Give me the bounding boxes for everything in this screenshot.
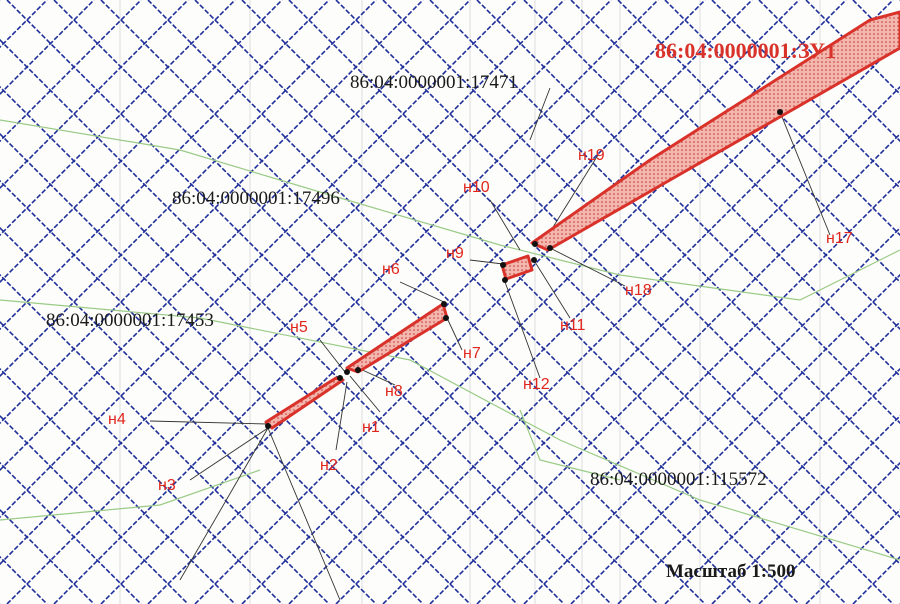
grid-line-descending <box>0 508 95 604</box>
grid-line-ascending <box>0 0 189 190</box>
grid-line-ascending <box>0 0 283 284</box>
grid-line-ascending <box>0 0 95 96</box>
grid-line-descending <box>6 0 612 604</box>
grid-line-ascending <box>476 179 900 604</box>
point-label-n9: н9 <box>446 245 464 262</box>
grid-line-descending <box>0 132 471 604</box>
parcel-label-17471: 86:04:0000001:17471 <box>350 72 518 93</box>
point-label-n11: н11 <box>560 317 586 334</box>
parcel-label-17453: 86:04:0000001:17453 <box>46 310 214 331</box>
grid-line-descending <box>382 0 900 519</box>
grid-line-descending <box>0 367 236 604</box>
point-label-n19: н19 <box>578 147 605 164</box>
vertical-scan-lines <box>119 0 821 604</box>
point-label-n4: н4 <box>108 411 126 428</box>
grid-line-ascending <box>664 367 900 604</box>
point-label-n10: н10 <box>463 179 490 196</box>
grid-line-descending <box>0 226 377 604</box>
grid-line-descending <box>570 0 900 331</box>
point-label-n2: н2 <box>320 457 338 474</box>
grid-line-ascending <box>0 0 142 143</box>
grid-line-descending <box>0 38 565 604</box>
point-label-n6: н6 <box>382 261 400 278</box>
grid-line-ascending <box>0 0 377 378</box>
grid-line-ascending <box>523 226 900 604</box>
grid-line-descending <box>288 0 894 604</box>
grid-line-descending <box>0 461 142 604</box>
grid-line-descending <box>194 0 800 604</box>
point-label-n3: н3 <box>158 477 176 494</box>
green-boundary-lines <box>0 119 900 561</box>
grid-line-descending <box>617 0 900 284</box>
grid-line-descending <box>758 0 900 143</box>
grid-line-descending <box>711 0 900 190</box>
point-label-n17: н17 <box>826 230 853 247</box>
point-label-n7: н7 <box>463 345 481 362</box>
parcel-label-115572: 86:04:0000001:115572 <box>590 469 767 490</box>
grid-line-descending <box>0 320 283 604</box>
grid-line-descending <box>429 0 900 472</box>
grid-line-ascending <box>0 0 236 237</box>
grid-line-descending <box>241 0 847 604</box>
point-label-n1: н1 <box>362 419 380 436</box>
boundary-point-markers <box>265 109 783 429</box>
point-label-n18: н18 <box>625 282 652 299</box>
grid-line-descending <box>335 0 900 566</box>
grid-line-ascending <box>711 414 900 604</box>
grid-line-descending <box>0 179 424 604</box>
grid-line-ascending <box>617 320 900 604</box>
parcel-label-17496: 86:04:0000001:17496 <box>172 188 340 209</box>
grid-line-descending <box>0 85 518 604</box>
grid-line-descending <box>100 0 706 604</box>
plot-zu1-label: 86:04:0000001:ЗУ1 <box>655 38 836 63</box>
grid-line-descending <box>476 0 900 425</box>
grid-line-descending <box>147 0 753 604</box>
grid-line-ascending <box>852 555 900 604</box>
point-label-n12: н12 <box>523 376 550 393</box>
plot-segment-small <box>500 254 534 281</box>
grid-line-descending <box>523 0 900 378</box>
grid-line-ascending <box>758 461 900 604</box>
grid-line-descending <box>53 0 659 604</box>
grid-line-descending <box>0 414 189 604</box>
point-label-n5: н5 <box>290 319 308 336</box>
scale-label: Масштаб 1:500 <box>666 561 796 582</box>
point-label-n8: н8 <box>385 383 403 400</box>
grid-line-descending <box>852 0 900 49</box>
leader-lines <box>149 87 831 601</box>
